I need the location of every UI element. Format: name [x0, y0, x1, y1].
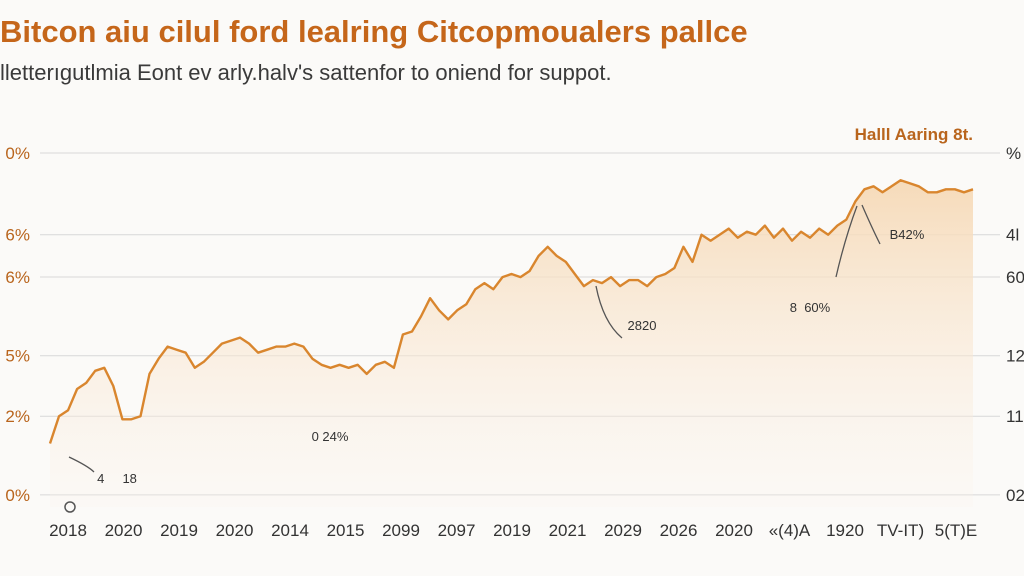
y-tick-label-right: 60 [1006, 268, 1024, 287]
series-line [48, 179, 974, 444]
x-tick-label: 2029 [604, 521, 642, 540]
x-tick-label: 2019 [493, 521, 531, 540]
chart-title: Bitcon aiu cilul ford lealring Citcopmou… [0, 14, 748, 49]
x-tick-label: TV-IT) [877, 521, 924, 540]
legend-label: Halll Aaring 8t. [855, 125, 973, 144]
y-tick-label-left: 0% [5, 144, 30, 163]
y-tick-label-right: 02 [1006, 486, 1024, 505]
origin-marker [64, 501, 76, 513]
annotation-label: 2820 [628, 318, 657, 333]
y-tick-label-right: 12 [1006, 347, 1024, 366]
annotation-callout [68, 456, 95, 473]
annotation-label: 0 24% [312, 429, 349, 444]
x-tick-label: 1920 [826, 521, 864, 540]
annotation-label: B42% [890, 227, 925, 242]
x-tick-label: 2014 [271, 521, 309, 540]
x-tick-label: 2021 [549, 521, 587, 540]
x-tick-label: 5(T)E [935, 521, 978, 540]
y-tick-label-left: 2% [5, 407, 30, 426]
y-tick-label-left: 6% [5, 268, 30, 287]
x-tick-label: 2097 [438, 521, 476, 540]
annotation-callout [595, 285, 623, 339]
x-tick-label: 2019 [160, 521, 198, 540]
x-tick-label: 2020 [216, 521, 254, 540]
chart-subtitle: lletterıgutlmia Eont ev arly.halv's satt… [0, 60, 612, 85]
x-tick-label: 2015 [327, 521, 365, 540]
y-tick-label-left: 6% [5, 226, 30, 245]
x-tick-label: 2020 [105, 521, 143, 540]
y-tick-label-left: 0% [5, 486, 30, 505]
y-tick-label-right: 11 [1006, 407, 1024, 426]
x-tick-label: 2026 [660, 521, 698, 540]
x-tick-label: 2020 [715, 521, 753, 540]
annotation-label: 4 18 [79, 471, 137, 486]
annotation-callout [861, 204, 881, 245]
annotation-callout [835, 205, 858, 278]
y-tick-label-right: 4l [1006, 226, 1019, 245]
y-tick-label-left: 5% [5, 347, 30, 366]
area-fill [50, 180, 973, 507]
annotation-label: 8 60% [790, 300, 831, 315]
y-tick-label-right: % [1006, 144, 1021, 163]
x-tick-label: «(4)A [769, 521, 811, 540]
x-tick-label: 2018 [49, 521, 87, 540]
x-tick-label: 2099 [382, 521, 420, 540]
